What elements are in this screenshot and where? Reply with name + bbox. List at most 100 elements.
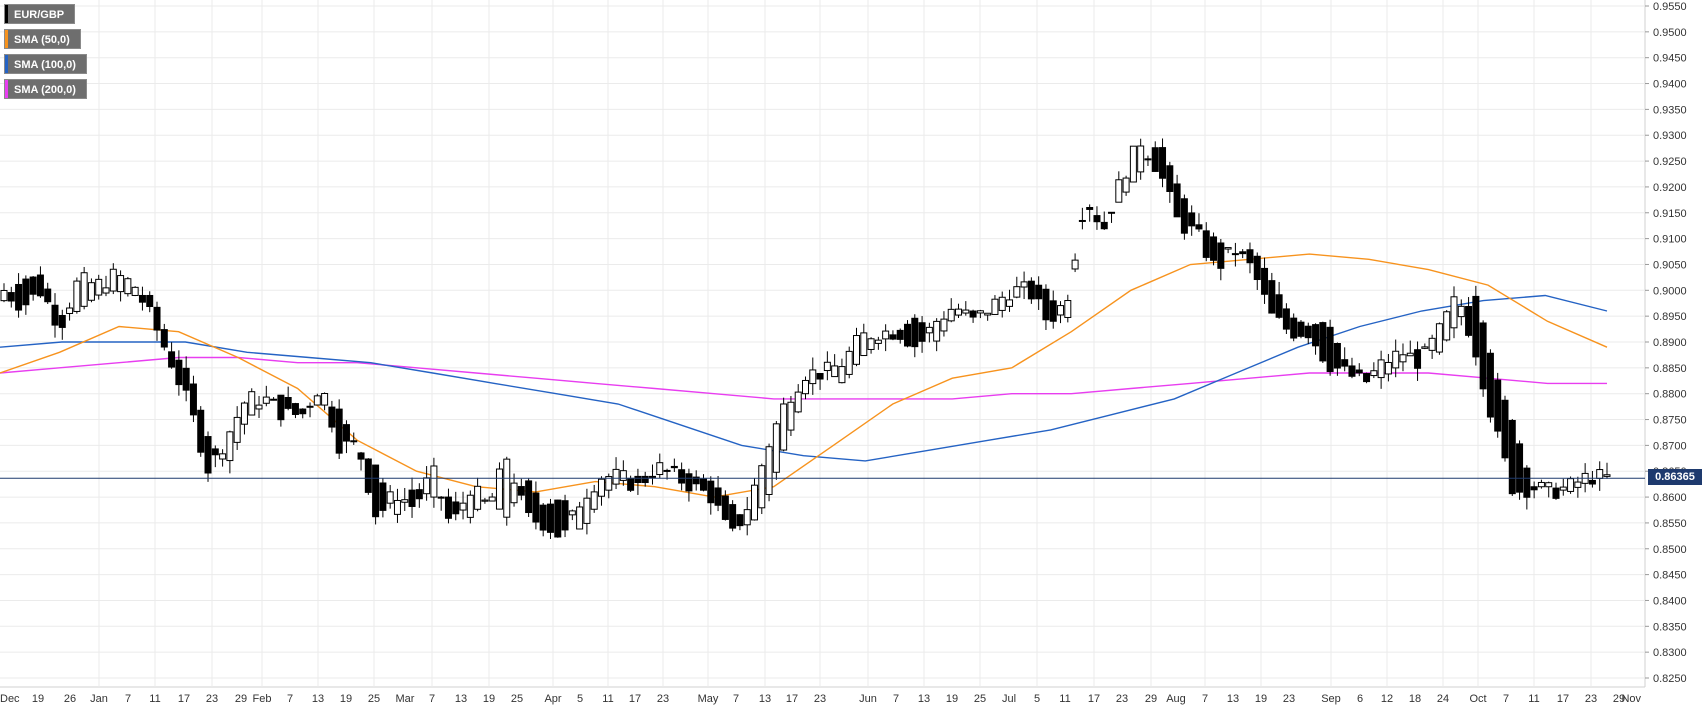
candle-body <box>437 496 445 499</box>
x-tick-label: 5 <box>577 693 583 705</box>
candle-body <box>1217 242 1225 269</box>
candle-body <box>663 469 671 472</box>
x-tick-label: 11 <box>1059 693 1070 705</box>
x-tick-label: 7 <box>733 693 739 705</box>
sma-200-line <box>0 356 1607 400</box>
candle-body <box>860 332 868 357</box>
x-tick-label: 13 <box>1227 693 1239 705</box>
candle-body <box>991 298 999 315</box>
candle-body <box>1180 198 1188 234</box>
candle-body <box>831 365 839 378</box>
legend-label: SMA (200,0) <box>14 84 76 96</box>
candle-body <box>1399 354 1407 363</box>
candle-body <box>874 339 882 344</box>
legend-item-eurgbp[interactable]: EUR/GBP <box>4 4 76 24</box>
candle-body <box>772 423 780 473</box>
x-tick-label: 13 <box>455 693 467 705</box>
candle-body <box>1392 350 1400 369</box>
candle-body <box>794 391 802 413</box>
candle-body <box>357 452 365 460</box>
candle-body <box>984 312 992 316</box>
candle-body <box>430 465 438 498</box>
candle-body <box>1093 215 1101 223</box>
candle-body <box>466 494 474 518</box>
candle-body <box>1188 212 1196 227</box>
x-tick-label: 17 <box>178 693 190 705</box>
candle-body <box>1224 247 1232 250</box>
x-tick-label: 6 <box>1357 693 1363 705</box>
y-tick-label: 0.8300 <box>1653 647 1687 659</box>
candle-body <box>219 453 227 460</box>
candle-body <box>896 329 904 340</box>
candle-body <box>1363 373 1371 383</box>
y-tick-label: 0.8350 <box>1653 621 1687 633</box>
candle-body <box>1071 259 1079 270</box>
candle-body <box>1144 158 1152 161</box>
candle-body <box>933 320 941 342</box>
x-tick-label: 5 <box>1034 693 1040 705</box>
candle-body <box>66 307 74 314</box>
legend-label: SMA (50,0) <box>14 34 70 46</box>
candle-body <box>998 296 1006 311</box>
candle-body <box>605 476 613 491</box>
candle-body <box>976 310 984 314</box>
candle-body <box>240 402 248 425</box>
candle-body <box>1516 443 1524 493</box>
candle-body <box>80 272 88 307</box>
x-tick-label: 13 <box>759 693 771 705</box>
candle-body <box>1086 207 1094 210</box>
candle-body <box>226 431 234 462</box>
legend-item-sma-200[interactable]: SMA (200,0) <box>4 79 87 99</box>
candle-body <box>1414 349 1422 369</box>
candle-body <box>969 310 977 318</box>
candle-body <box>692 476 700 485</box>
x-tick-label: 12 <box>1381 693 1393 705</box>
candle-body <box>1115 179 1123 203</box>
x-tick-label: Apr <box>544 693 561 705</box>
candle-body <box>1545 482 1553 488</box>
candle-body <box>1501 399 1509 459</box>
sma-path <box>0 253 1608 498</box>
candle-body <box>1312 324 1320 347</box>
x-tick-label: 19 <box>32 693 44 705</box>
candle-body <box>29 276 37 295</box>
candle-body <box>138 294 146 303</box>
candle-body <box>1355 369 1363 374</box>
candle-body <box>204 436 212 474</box>
candle-body <box>699 478 707 491</box>
legend-item-sma-50[interactable]: SMA (50,0) <box>4 29 81 49</box>
x-tick-label: 29 <box>235 693 247 705</box>
candle-body <box>255 404 263 410</box>
candle-body <box>904 323 912 347</box>
candle-body <box>685 473 693 492</box>
candle-body <box>525 480 533 514</box>
legend-swatch <box>5 30 8 48</box>
x-tick-label: Sep <box>1321 693 1341 705</box>
candle-body <box>73 280 81 312</box>
candle-body <box>925 326 933 334</box>
candle-body <box>1333 343 1341 369</box>
candle-body <box>1537 481 1545 488</box>
candle-body <box>1457 305 1465 318</box>
candle-body <box>962 309 970 314</box>
candle-body <box>1370 370 1378 377</box>
candle-body <box>1151 147 1159 172</box>
candle-body <box>262 396 270 404</box>
candle-body <box>1384 361 1392 375</box>
x-tick-label: 7 <box>287 693 293 705</box>
candle-body <box>401 499 409 503</box>
candle-body <box>379 482 387 511</box>
candle-body <box>1013 286 1021 298</box>
candle-body <box>750 484 758 521</box>
y-tick-label: 0.9300 <box>1653 130 1687 142</box>
candle-body <box>393 499 401 515</box>
candle-body <box>532 492 540 523</box>
x-tick-label: Feb <box>253 693 272 705</box>
candle-body <box>590 491 598 510</box>
candle-body <box>656 462 664 476</box>
candle-body <box>415 489 423 500</box>
candle-body <box>510 482 518 504</box>
legend-item-sma-100[interactable]: SMA (100,0) <box>4 54 87 74</box>
candle-body <box>1596 469 1604 479</box>
x-tick-label: 23 <box>1585 693 1597 705</box>
